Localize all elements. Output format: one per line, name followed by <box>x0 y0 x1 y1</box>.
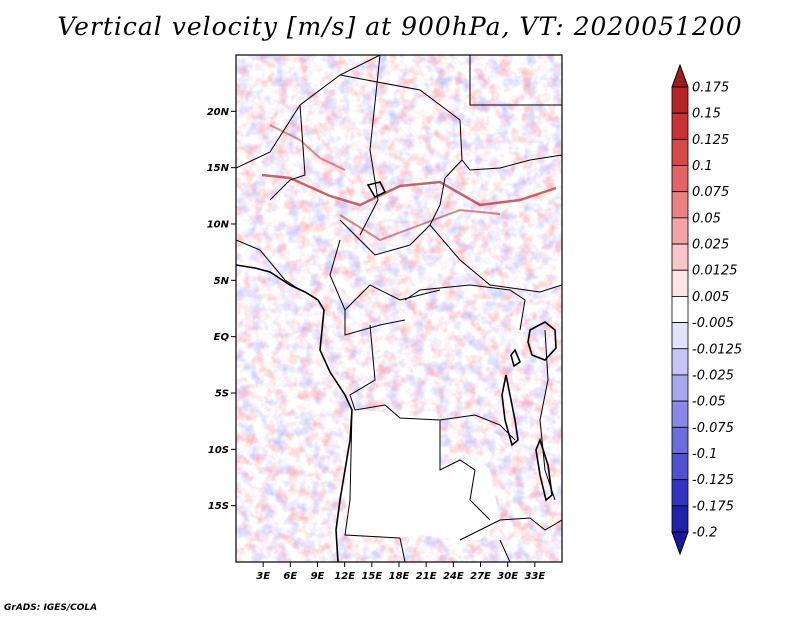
border-line <box>499 539 511 562</box>
border-line <box>349 324 376 411</box>
lon-tick-label: 18E <box>389 571 410 582</box>
border-line <box>539 329 556 501</box>
lon-tick-label: 12E <box>334 571 355 582</box>
colorbar: 0.175 0.15 0.125 0.1 0.075 0.05 0.025 0.0125 0.0… <box>671 63 742 556</box>
lon-tick-label: 21E <box>416 571 437 582</box>
colorbar-label: -0.0125 <box>692 342 742 357</box>
lon-tick-label: 27E <box>470 571 491 582</box>
lake-victoria <box>527 321 557 361</box>
border-line <box>399 537 406 562</box>
lat-tick-label: 10S <box>208 445 229 456</box>
colorbar-label: 0.0125 <box>692 264 738 279</box>
colorbar-bottom-arrow <box>671 531 689 556</box>
colorbar-top-arrow <box>671 63 689 88</box>
lat-tick-label: 10N <box>207 220 230 231</box>
colorbar-segment <box>671 505 689 533</box>
lon-tick-label: 24E <box>443 571 464 582</box>
lake-chad <box>366 181 387 199</box>
lon-tick-label: 33E <box>524 571 545 582</box>
colorbar-segment <box>671 400 689 428</box>
colorbar-segment <box>671 453 689 481</box>
vertical-velocity-field <box>236 55 562 562</box>
colorbar-label: -0.1 <box>692 447 717 462</box>
colorbar-segment <box>671 296 689 323</box>
border-line <box>429 177 562 293</box>
border-line <box>339 219 431 256</box>
colorbar-segment <box>671 217 689 245</box>
colorbar-segment <box>671 269 689 297</box>
colorbar-label: 0.075 <box>692 185 729 200</box>
convergence-band-central <box>339 208 501 242</box>
coastlines <box>236 181 557 562</box>
colorbar-segment <box>671 165 689 193</box>
chart-title: Vertical velocity [m/s] at 900hPa, VT: 2… <box>57 12 743 41</box>
colorbar-label: -0.025 <box>692 368 734 383</box>
longitude-axis: 3E 6E 9E 12E 15E 18E 21E 24E 27E 30E 33E <box>256 562 545 582</box>
latitude-axis: 20N 15N 10N 5N EQ 5S 10S 15S <box>207 107 236 512</box>
border-line <box>344 310 406 336</box>
border-line <box>339 74 463 179</box>
colorbar-segment <box>671 138 689 166</box>
colorbar-segment <box>671 479 689 507</box>
colorbar-segment <box>671 191 689 219</box>
border-line <box>269 104 306 201</box>
border-line <box>439 420 491 521</box>
colorbar-segment <box>671 374 689 402</box>
lon-tick-label: 15E <box>361 571 382 582</box>
colorbar-segment <box>671 112 689 140</box>
border-line <box>344 409 401 539</box>
grads-credit: GrADS: IGES/COLA <box>4 603 98 613</box>
west-africa-coast <box>236 264 353 562</box>
colorbar-label: -0.175 <box>692 499 734 514</box>
lon-tick-label: 9E <box>311 571 325 582</box>
lat-tick-label: 5N <box>214 276 230 287</box>
border-line <box>359 55 381 236</box>
lat-tick-label: 5S <box>215 389 229 400</box>
colorbar-segment <box>671 322 689 350</box>
border-line <box>404 284 526 331</box>
border-line <box>236 239 301 291</box>
colorbar-label: -0.125 <box>692 473 734 488</box>
lat-tick-label: EQ <box>214 332 230 343</box>
colorbar-label: -0.005 <box>692 316 734 331</box>
colorbar-segment <box>671 86 689 114</box>
colorbar-label: 0.05 <box>692 211 721 226</box>
lon-tick-label: 6E <box>283 571 297 582</box>
colorbar-segment <box>671 243 689 271</box>
lake-kivu <box>510 348 521 368</box>
border-line <box>461 154 562 171</box>
country-borders <box>236 55 562 562</box>
border-line <box>469 55 562 106</box>
colorbar-label: 0.15 <box>692 107 721 122</box>
colorbar-label: 0.175 <box>692 81 729 96</box>
lake-malawi <box>535 437 553 502</box>
lat-tick-label: 20N <box>207 107 230 118</box>
lat-tick-label: 15S <box>208 501 229 512</box>
border-line <box>459 517 562 541</box>
colorbar-label: 0.025 <box>692 238 729 253</box>
colorbar-label: 0.005 <box>692 290 729 305</box>
lat-tick-label: 15N <box>207 163 230 174</box>
lake-tanganyika <box>501 374 519 447</box>
convergence-band-sahel <box>269 124 346 171</box>
colorbar-label: -0.05 <box>692 395 726 410</box>
colorbar-label: 0.125 <box>692 133 729 148</box>
colorbar-label: 0.1 <box>692 159 713 174</box>
low-elevation-mask <box>345 408 500 540</box>
lon-tick-label: 30E <box>497 571 518 582</box>
lon-tick-label: 3E <box>256 571 270 582</box>
colorbar-segment <box>671 348 689 376</box>
colorbar-segment <box>671 426 689 454</box>
colorbar-label: -0.075 <box>692 421 734 436</box>
colorbar-label: -0.2 <box>692 526 717 541</box>
convergence-band-north <box>261 173 557 207</box>
